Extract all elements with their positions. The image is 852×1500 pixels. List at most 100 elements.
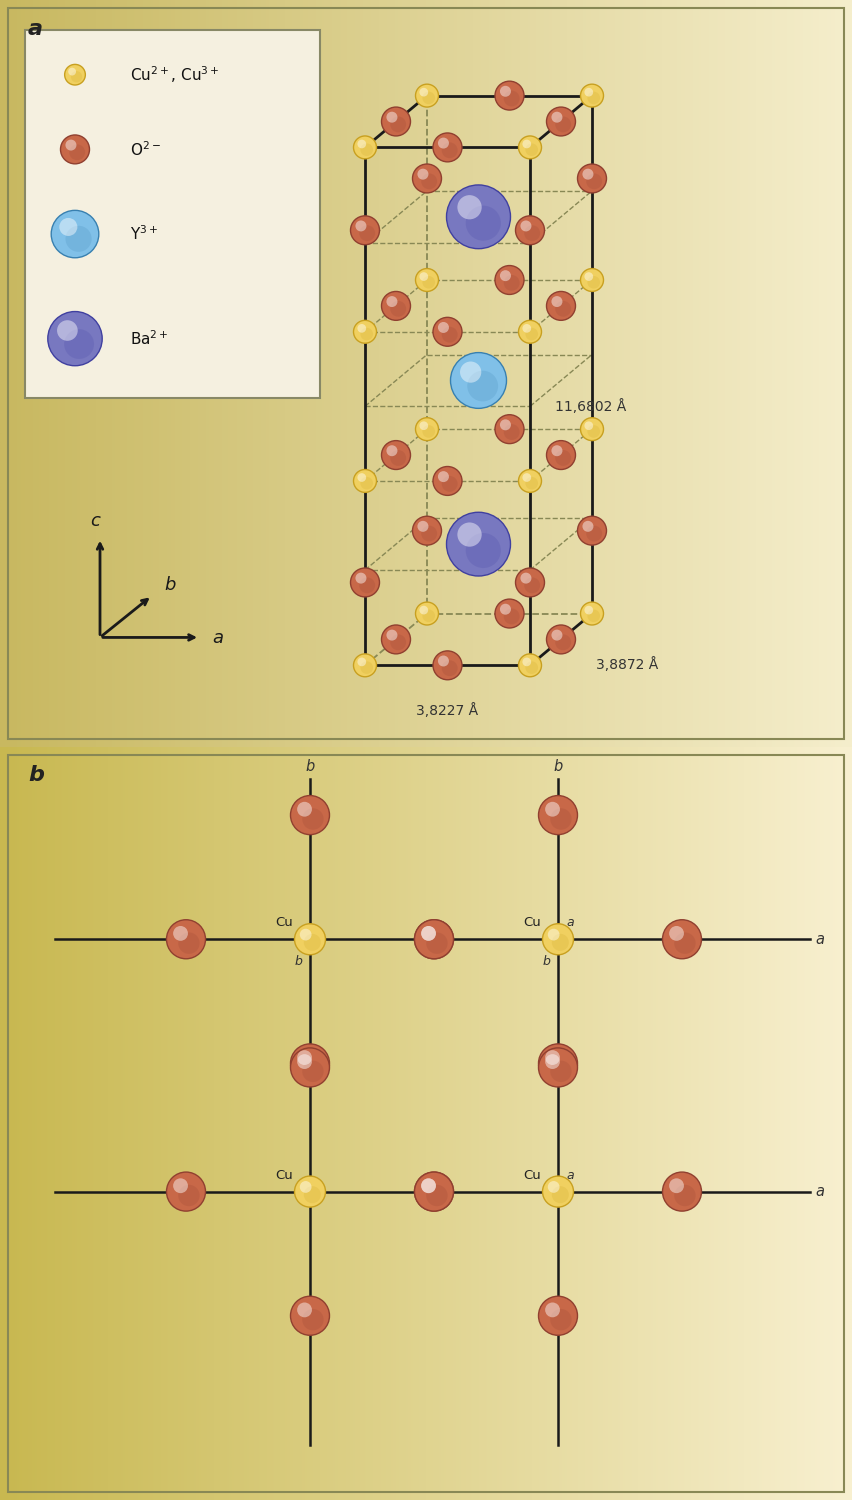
Circle shape	[65, 64, 85, 86]
Circle shape	[350, 568, 379, 597]
Circle shape	[526, 328, 538, 340]
Circle shape	[504, 90, 520, 106]
Circle shape	[354, 470, 377, 492]
Circle shape	[583, 520, 594, 532]
Circle shape	[587, 92, 600, 104]
Circle shape	[71, 70, 83, 82]
Circle shape	[166, 1172, 205, 1210]
Text: Cu: Cu	[523, 1168, 541, 1182]
Circle shape	[584, 88, 593, 96]
Circle shape	[302, 808, 324, 830]
Text: b: b	[305, 759, 314, 774]
Circle shape	[354, 136, 377, 159]
Circle shape	[580, 602, 603, 625]
Circle shape	[586, 525, 602, 542]
Circle shape	[300, 1180, 312, 1192]
Circle shape	[584, 606, 593, 615]
Circle shape	[524, 225, 540, 242]
Circle shape	[519, 470, 542, 492]
Circle shape	[556, 634, 571, 651]
Circle shape	[291, 1044, 330, 1083]
Circle shape	[524, 578, 540, 594]
Circle shape	[495, 414, 524, 444]
Circle shape	[446, 184, 510, 249]
Circle shape	[504, 609, 520, 624]
Circle shape	[421, 525, 437, 542]
Circle shape	[551, 630, 562, 640]
Circle shape	[663, 1172, 701, 1210]
Circle shape	[60, 217, 78, 236]
Circle shape	[556, 117, 571, 132]
Circle shape	[674, 1185, 695, 1206]
Circle shape	[586, 174, 602, 189]
Circle shape	[674, 933, 695, 954]
Circle shape	[522, 472, 531, 482]
Circle shape	[550, 1310, 572, 1330]
Circle shape	[552, 1186, 569, 1203]
Circle shape	[295, 1176, 325, 1208]
Text: b: b	[554, 759, 562, 774]
Circle shape	[360, 477, 373, 489]
Circle shape	[548, 928, 560, 940]
Circle shape	[300, 928, 312, 940]
Circle shape	[415, 1172, 453, 1210]
Circle shape	[357, 324, 366, 333]
Circle shape	[302, 1060, 324, 1082]
Circle shape	[519, 654, 542, 676]
Circle shape	[500, 420, 511, 430]
Circle shape	[504, 424, 520, 439]
Circle shape	[587, 276, 600, 288]
Text: a: a	[815, 1184, 824, 1198]
Circle shape	[546, 291, 575, 321]
Circle shape	[580, 417, 603, 441]
Circle shape	[441, 476, 458, 492]
Circle shape	[495, 598, 524, 628]
Circle shape	[548, 1180, 560, 1192]
Circle shape	[578, 516, 607, 544]
Circle shape	[441, 142, 458, 158]
Circle shape	[302, 1056, 324, 1078]
Circle shape	[426, 1185, 447, 1206]
Circle shape	[417, 168, 429, 180]
Circle shape	[522, 140, 531, 148]
Circle shape	[545, 1050, 560, 1065]
Circle shape	[438, 138, 449, 148]
Circle shape	[426, 1185, 447, 1206]
Circle shape	[173, 1179, 188, 1192]
Circle shape	[416, 417, 439, 441]
Circle shape	[360, 578, 375, 594]
Circle shape	[355, 573, 366, 584]
Circle shape	[291, 1048, 330, 1088]
Text: Cu: Cu	[275, 1168, 293, 1182]
Circle shape	[433, 466, 462, 495]
Circle shape	[551, 296, 562, 307]
Circle shape	[419, 272, 429, 280]
Circle shape	[382, 291, 411, 321]
Circle shape	[66, 140, 77, 150]
Text: a: a	[28, 20, 43, 39]
Circle shape	[387, 296, 397, 307]
Circle shape	[357, 472, 366, 482]
Circle shape	[291, 795, 330, 834]
Circle shape	[438, 471, 449, 482]
Circle shape	[66, 226, 92, 252]
Circle shape	[515, 568, 544, 597]
Circle shape	[580, 268, 603, 291]
Circle shape	[416, 602, 439, 625]
Circle shape	[166, 920, 205, 958]
Circle shape	[460, 362, 481, 382]
Circle shape	[415, 920, 453, 958]
Text: 11,6802 Å: 11,6802 Å	[555, 399, 626, 414]
Circle shape	[360, 662, 373, 674]
Circle shape	[415, 1172, 453, 1210]
Circle shape	[446, 513, 510, 576]
Text: Ba$^{2+}$: Ba$^{2+}$	[130, 330, 169, 348]
Text: c: c	[90, 512, 100, 530]
Circle shape	[546, 626, 575, 654]
Circle shape	[526, 144, 538, 156]
Circle shape	[521, 573, 532, 584]
Text: 3,8227 Å: 3,8227 Å	[417, 704, 479, 718]
Circle shape	[390, 634, 406, 651]
Circle shape	[458, 195, 481, 219]
Circle shape	[419, 606, 429, 615]
